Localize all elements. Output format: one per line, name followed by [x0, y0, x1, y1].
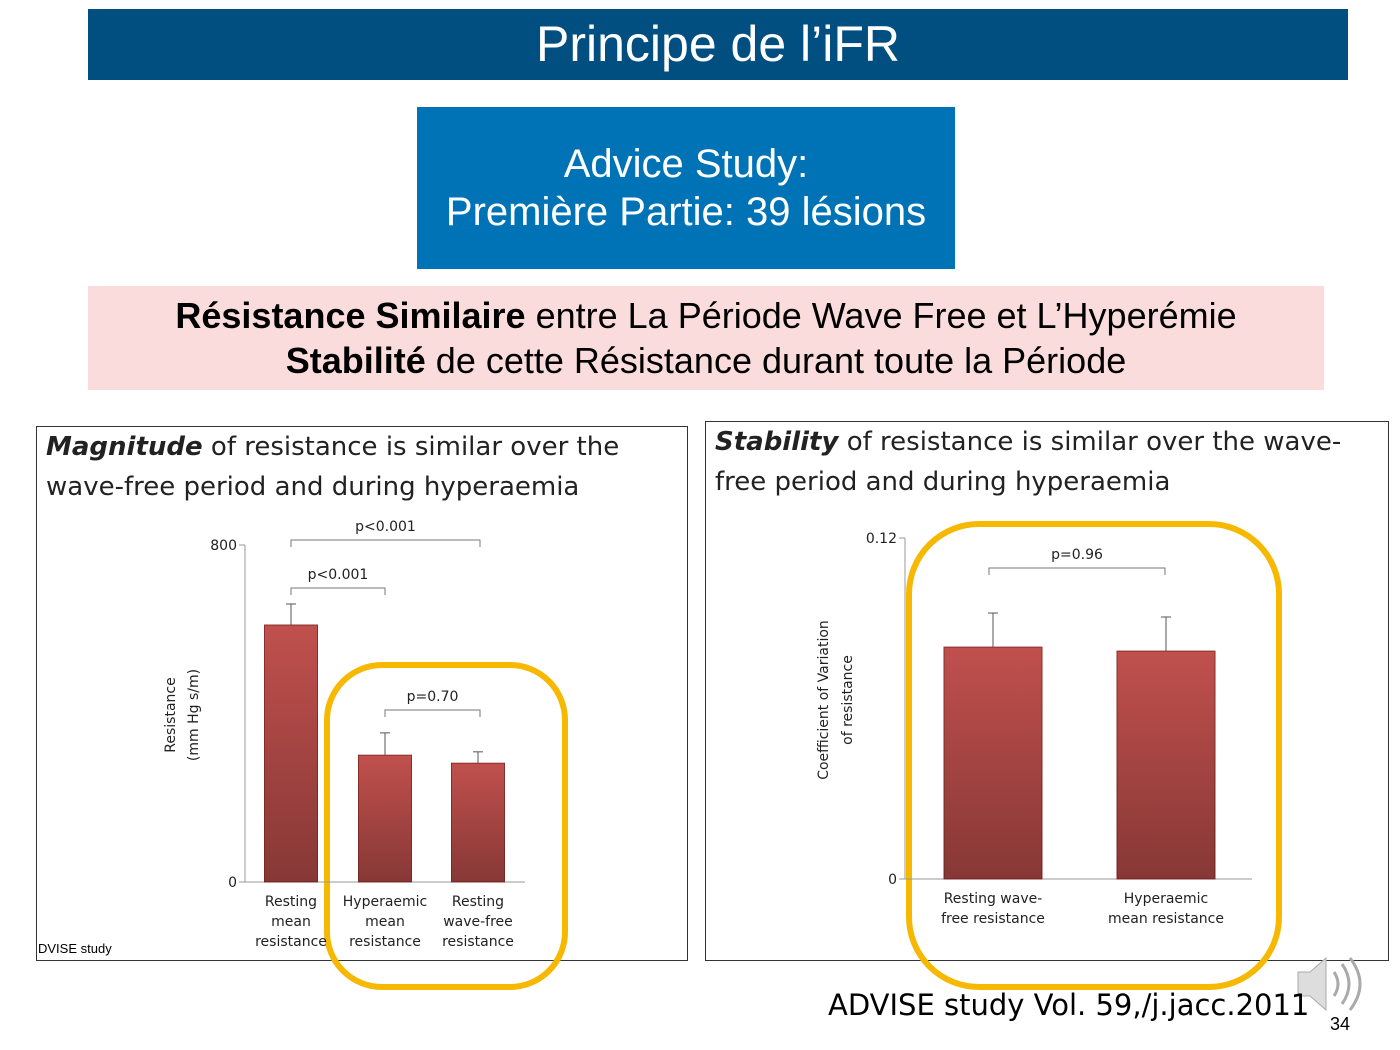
- slide-title: Principe de l’iFR: [88, 9, 1348, 80]
- y-axis-label: of resistance: [840, 655, 856, 745]
- significance-bracket: [290, 539, 481, 547]
- y-axis-label: Resistance: [163, 677, 179, 752]
- p-value: p=0.70: [407, 689, 459, 705]
- y-tick-label: 0.12: [866, 531, 897, 547]
- y-axis-label: (mm Hg s/m): [186, 669, 202, 761]
- bar-shade: [358, 755, 412, 882]
- significance-bracket: [988, 567, 1166, 575]
- x-tick-label: Hyperaemic mean resistance: [342, 894, 428, 950]
- significance-bracket: [290, 587, 386, 595]
- title-emphasis: Magnitude: [46, 432, 203, 462]
- bar-shade: [1117, 651, 1215, 879]
- highlight-line: Résistance Similaire entre La Période Wa…: [88, 293, 1324, 338]
- highlight-outline: [906, 521, 1282, 990]
- title-rest: of resistance is similar over the wave-f…: [715, 427, 1342, 497]
- study-box: Advice Study: Première Partie: 39 lésion…: [417, 107, 955, 269]
- chart-panel: Stability of resistance is similar over …: [705, 421, 1389, 961]
- highlight-outline: [324, 662, 568, 990]
- bold-text: Stabilité: [285, 340, 426, 381]
- highlight-box: Résistance Similaire entre La Période Wa…: [88, 286, 1324, 390]
- page-number: 34: [1330, 1014, 1351, 1034]
- citation: ADVISE study Vol. 59,/j.jacc.2011: [828, 988, 1310, 1022]
- study-line: Première Partie: 39 lésions: [445, 190, 927, 234]
- significance-bracket: [384, 709, 481, 717]
- y-axis-label: Coefficient of Variation: [816, 620, 832, 780]
- p-value: p=0.96: [1051, 547, 1103, 563]
- y-tick-label: 0: [228, 875, 237, 891]
- bar-shade: [264, 625, 318, 882]
- bold-text: Résistance Similaire: [175, 295, 526, 336]
- x-tick-label: Resting wave-free resistance: [941, 891, 1045, 927]
- speaker-icon: [1297, 956, 1362, 1012]
- title-rest: of resistance is similar over the wave-f…: [46, 432, 620, 502]
- title-emphasis: Stability: [715, 427, 839, 457]
- y-tick-label: 0: [888, 872, 897, 888]
- study-line: Advice Study:: [563, 142, 809, 186]
- chart-title: Stability of resistance is similar over …: [715, 422, 1380, 502]
- p-value: p<0.001: [355, 519, 416, 535]
- x-tick-label: Hyperaemic mean resistance: [1108, 891, 1224, 927]
- text: de cette Résistance durant toute la Péri…: [435, 340, 1127, 381]
- bar-shade: [451, 763, 505, 882]
- text: entre La Période Wave Free et L’Hyperémi…: [535, 295, 1237, 336]
- bar-shade: [944, 647, 1042, 879]
- footnote: DVISE study: [38, 941, 112, 956]
- x-tick-label: Resting mean resistance: [255, 894, 327, 950]
- chart-panel: Magnitude of resistance is similar over …: [36, 426, 688, 961]
- highlight-line: Stabilité de cette Résistance durant tou…: [88, 338, 1324, 383]
- chart-title: Magnitude of resistance is similar over …: [46, 427, 646, 507]
- y-tick-label: 800: [210, 538, 237, 554]
- x-tick-label: Resting wave-free resistance: [442, 894, 514, 950]
- p-value: p<0.001: [308, 567, 369, 583]
